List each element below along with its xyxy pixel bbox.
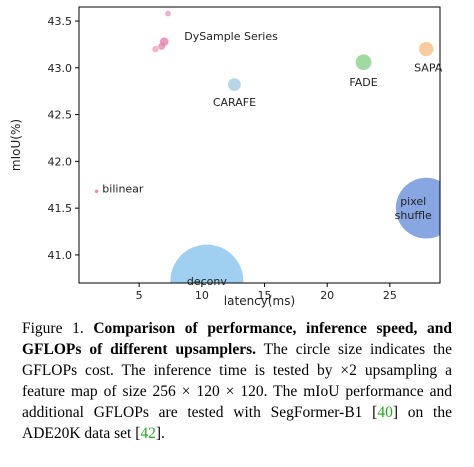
y-tick-label: 43.5 <box>48 15 73 28</box>
figure-number: Figure 1. <box>22 320 84 337</box>
x-tick-label: 15 <box>258 289 272 302</box>
scatter-chart: 5 10 15 20 25 41.0 41.5 42.0 42.5 43.0 43.5 biline… <box>9 6 443 308</box>
fade-point <box>355 54 372 71</box>
plot-frame <box>78 6 441 284</box>
y-tick-label: 41.5 <box>48 202 73 215</box>
fade-label: FADE <box>349 76 377 89</box>
y-axis-label: mIoU(%) <box>9 119 23 171</box>
y-tick-label: 42.0 <box>48 155 73 168</box>
y-tick-label: 43.0 <box>48 62 73 75</box>
bilinear-point <box>94 189 99 194</box>
caption-text-c: ]. <box>155 425 165 442</box>
dysample-point <box>165 10 171 17</box>
x-tick-label: 25 <box>383 289 397 302</box>
dysample-series-annotation: DySample Series <box>184 30 278 43</box>
pixel-shuffle-label: pixel <box>400 195 426 208</box>
dysample-point <box>159 37 169 46</box>
carafe-point <box>228 78 241 92</box>
caption-bold-title: Comparison of performance, inference spe… <box>22 320 452 358</box>
deconv-label: deconv <box>187 275 227 288</box>
y-tick-label: 41.0 <box>48 249 73 262</box>
x-tick-label: 20 <box>320 289 334 302</box>
y-tick-label: 42.5 <box>48 109 73 122</box>
caption-text-b: ] on the ADE20K data set [ <box>22 404 452 442</box>
x-tick-label: 5 <box>136 289 143 302</box>
figure-caption: Figure 1. Comparison of performance, inf… <box>22 318 452 444</box>
sapa-point <box>419 41 434 57</box>
bilinear-label: bilinear <box>102 182 144 195</box>
x-tick-label: 10 <box>195 289 209 302</box>
carafe-label: CARAFE <box>213 96 256 109</box>
x-axis-label: latency(ms) <box>224 294 295 308</box>
citation-link-40[interactable]: 40 <box>377 404 393 421</box>
deconv-point <box>170 244 244 283</box>
dysample-point <box>152 45 159 53</box>
caption-text-a: The circle size indicates the GFLOPs cos… <box>22 341 452 421</box>
citation-link-42[interactable]: 42 <box>140 425 156 442</box>
sapa-label: SAPA <box>414 61 443 74</box>
pixel-shuffle-label: shuffle <box>395 209 432 222</box>
pixel-shuffle-point <box>395 177 440 239</box>
